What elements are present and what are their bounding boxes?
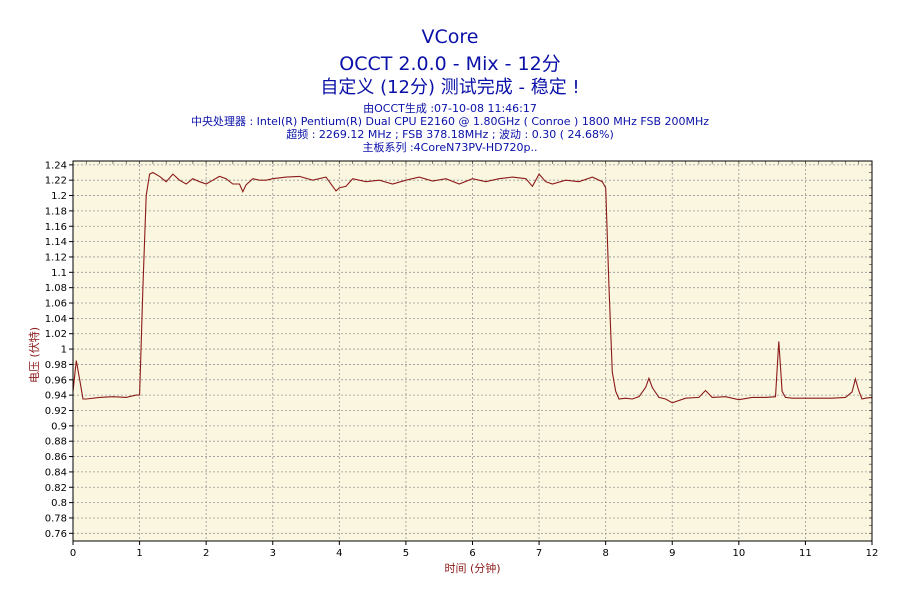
y-tick-label: 0.96: [45, 375, 67, 386]
y-tick-label: 1: [61, 345, 67, 356]
cpu-info: 中央处理器 : Intel(R) Pentium(R) Dual CPU E21…: [190, 115, 710, 128]
x-tick-label: 1: [136, 548, 142, 559]
y-tick-label: 0.84: [45, 467, 67, 478]
y-axis: 0.76 0.78 0.8 0.82 0.84 0.86 0.88 0.9 0.92 0.94 0.…: [45, 160, 73, 540]
x-tick-label: 9: [669, 548, 675, 559]
y-tick-label: 1.12: [45, 252, 67, 263]
y-tick-label: 1.22: [45, 176, 67, 187]
chart-subtitle: OCCT 2.0.0 - Mix - 12分: [339, 53, 561, 75]
y-tick-label: 1.04: [45, 314, 67, 325]
y-tick-label: 0.92: [45, 406, 67, 417]
x-tick-label: 4: [336, 548, 342, 559]
x-tick-label: 10: [732, 548, 745, 559]
plot-border: [72, 160, 873, 542]
board-info: 主板系列 :4CoreN73PV-HD720p..: [362, 141, 538, 154]
x-tick-label: 7: [536, 548, 542, 559]
y-tick-label: 0.94: [45, 391, 67, 402]
y-tick-label: 1.18: [45, 206, 67, 217]
generated-info: 由OCCT生成 :07-10-08 11:46:17: [363, 102, 537, 115]
x-tick-label: 12: [866, 548, 879, 559]
y-tick-label: 0.8: [51, 498, 67, 509]
x-tick-label: 3: [270, 548, 276, 559]
y-tick-label: 0.82: [45, 483, 67, 494]
overclock-info: 超频 : 2269.12 MHz ; FSB 378.18MHz ; 波动 : …: [286, 128, 614, 141]
y-tick-label: 1.1: [51, 268, 67, 279]
y-tick-label: 0.98: [45, 360, 67, 371]
y-tick-label: 1.08: [45, 283, 67, 294]
y-tick-label: 1.24: [45, 160, 67, 171]
grid: [73, 161, 872, 541]
test-result-title: 自定义 (12分) 测试完成 - 稳定 !: [320, 77, 580, 98]
y-tick-label: 1.14: [45, 237, 67, 248]
y-tick-label: 0.86: [45, 452, 67, 463]
y-tick-label: 0.78: [45, 513, 67, 524]
x-axis-title: 时间 (分钟): [444, 561, 500, 575]
x-tick-label: 0: [70, 548, 76, 559]
x-tick-label: 8: [602, 548, 608, 559]
y-tick-label: 1.16: [45, 222, 67, 233]
x-tick-label: 2: [203, 548, 209, 559]
x-tick-label: 11: [799, 548, 812, 559]
y-tick-label: 0.88: [45, 437, 67, 448]
y-tick-label: 1.06: [45, 299, 67, 310]
x-tick-label: 5: [403, 548, 409, 559]
y-tick-label: 1.2: [51, 191, 67, 202]
chart-title: VCore: [421, 26, 479, 48]
y-axis-title: 电压 (伏特): [27, 327, 41, 383]
y-tick-label: 0.76: [45, 529, 67, 540]
x-tick-label: 6: [469, 548, 475, 559]
vcore-series-line: [72, 171, 873, 404]
y-tick-label: 0.9: [51, 421, 67, 432]
y-tick-label: 1.02: [45, 329, 67, 340]
x-axis: 0 1 2 3 4 5 6 7 8 9 10 11 12: [70, 541, 879, 559]
